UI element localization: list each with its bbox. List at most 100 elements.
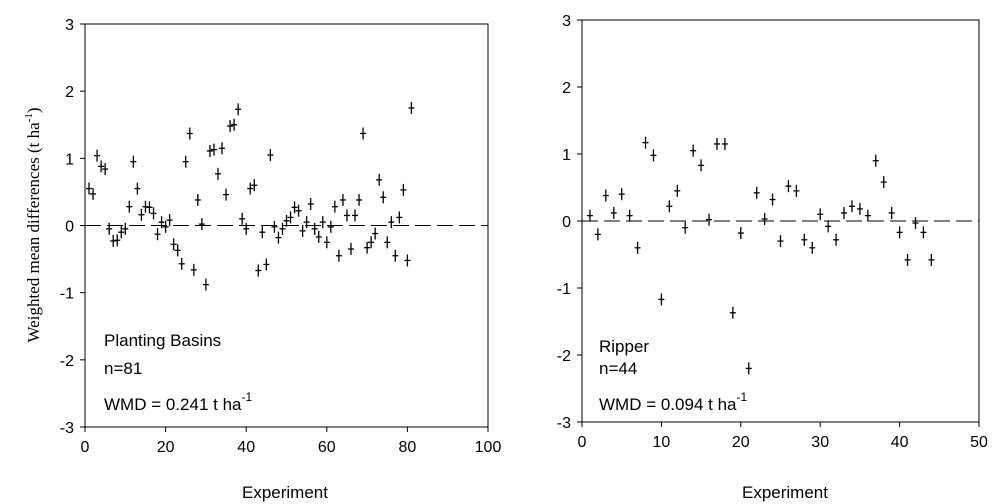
data-point — [833, 233, 840, 246]
y-tick-label: 0 — [562, 214, 571, 231]
y-tick-label: 1 — [562, 147, 571, 164]
data-point — [291, 201, 298, 214]
x-tick-label: 20 — [157, 439, 175, 456]
data-point — [339, 193, 346, 206]
data-point — [86, 182, 93, 195]
data-point — [396, 211, 403, 224]
data-point — [331, 200, 338, 213]
data-points — [586, 136, 935, 375]
annotation-wmd: WMD = 0.241 t ha-1 — [104, 390, 252, 414]
data-point — [372, 227, 379, 240]
data-point — [761, 212, 768, 225]
y-tick-label: 1 — [65, 151, 74, 168]
x-tick-label: 0 — [578, 434, 587, 451]
x-axis-ticks: 0 10 20 30 40 50 — [578, 422, 988, 451]
data-point — [408, 101, 415, 114]
data-point — [880, 176, 887, 189]
y-tick-label: 3 — [562, 13, 571, 30]
data-point — [864, 209, 871, 222]
data-point — [138, 208, 145, 221]
data-point — [315, 230, 322, 243]
chart-ripper: -3 -2 -1 0 1 2 3 0 10 20 30 40 50 Experiment Ripper… — [557, 13, 988, 502]
data-point — [98, 160, 105, 173]
data-point — [602, 189, 609, 202]
y-axis-label: Weighted mean differences (t ha-1) — [23, 107, 43, 342]
data-point — [721, 137, 728, 150]
data-point — [335, 249, 342, 262]
data-point — [928, 253, 935, 266]
data-point — [174, 244, 181, 257]
annotation-sample-size: n=44 — [599, 359, 637, 378]
data-point — [134, 182, 141, 195]
data-point — [94, 149, 101, 162]
data-point — [380, 191, 387, 204]
data-point — [392, 249, 399, 262]
data-point — [666, 200, 673, 213]
data-point — [327, 220, 334, 233]
data-point — [202, 278, 209, 291]
x-tick-label: 20 — [732, 434, 750, 451]
x-tick-label: 30 — [811, 434, 829, 451]
data-point — [594, 228, 601, 241]
data-point — [376, 173, 383, 186]
data-point — [737, 227, 744, 240]
data-point — [219, 142, 226, 155]
data-point — [90, 187, 97, 200]
data-point — [872, 154, 879, 167]
data-point — [239, 212, 246, 225]
data-point — [263, 258, 270, 271]
data-point — [194, 193, 201, 206]
data-point — [626, 209, 633, 222]
data-point — [801, 233, 808, 246]
data-point — [210, 143, 217, 156]
data-point — [356, 193, 363, 206]
data-point — [690, 144, 697, 157]
data-point — [682, 221, 689, 234]
data-point — [713, 137, 720, 150]
data-point — [299, 224, 306, 237]
y-tick-label: -2 — [557, 348, 571, 365]
data-point — [287, 211, 294, 224]
x-tick-label: 10 — [653, 434, 671, 451]
data-point — [122, 222, 129, 235]
data-point — [279, 222, 286, 235]
data-point — [825, 220, 832, 233]
data-point — [247, 182, 254, 195]
data-point — [384, 236, 391, 249]
data-point — [642, 136, 649, 149]
data-point — [745, 362, 752, 375]
x-axis-ticks: 0 20 40 60 80 100 — [81, 427, 502, 456]
data-point — [785, 180, 792, 193]
data-point — [198, 218, 205, 231]
y-tick-label: 0 — [65, 219, 74, 236]
data-point — [231, 118, 238, 131]
x-tick-label: 40 — [891, 434, 909, 451]
data-point — [283, 214, 290, 227]
data-point — [753, 186, 760, 199]
annotation-panel-name: Ripper — [599, 337, 649, 356]
data-point — [162, 220, 169, 233]
y-tick-label: 3 — [65, 17, 74, 34]
y-axis-ticks: -3 -2 -1 0 1 2 3 — [60, 17, 85, 437]
data-point — [904, 253, 911, 266]
data-point — [360, 127, 367, 140]
data-point — [118, 226, 125, 239]
data-point — [206, 144, 213, 157]
data-point — [158, 216, 165, 229]
data-point — [271, 220, 278, 233]
data-point — [166, 214, 173, 227]
annotation-wmd: WMD = 0.094 t ha-1 — [599, 390, 747, 414]
data-point — [347, 243, 354, 256]
data-point — [190, 263, 197, 276]
data-point — [634, 241, 641, 254]
data-point — [182, 155, 189, 168]
y-tick-label: 2 — [65, 84, 74, 101]
data-point — [311, 222, 318, 235]
x-tick-label: 100 — [475, 439, 502, 456]
data-point — [400, 183, 407, 196]
data-point — [404, 254, 411, 267]
data-point — [130, 155, 137, 168]
data-point — [154, 228, 161, 241]
data-point — [586, 209, 593, 222]
